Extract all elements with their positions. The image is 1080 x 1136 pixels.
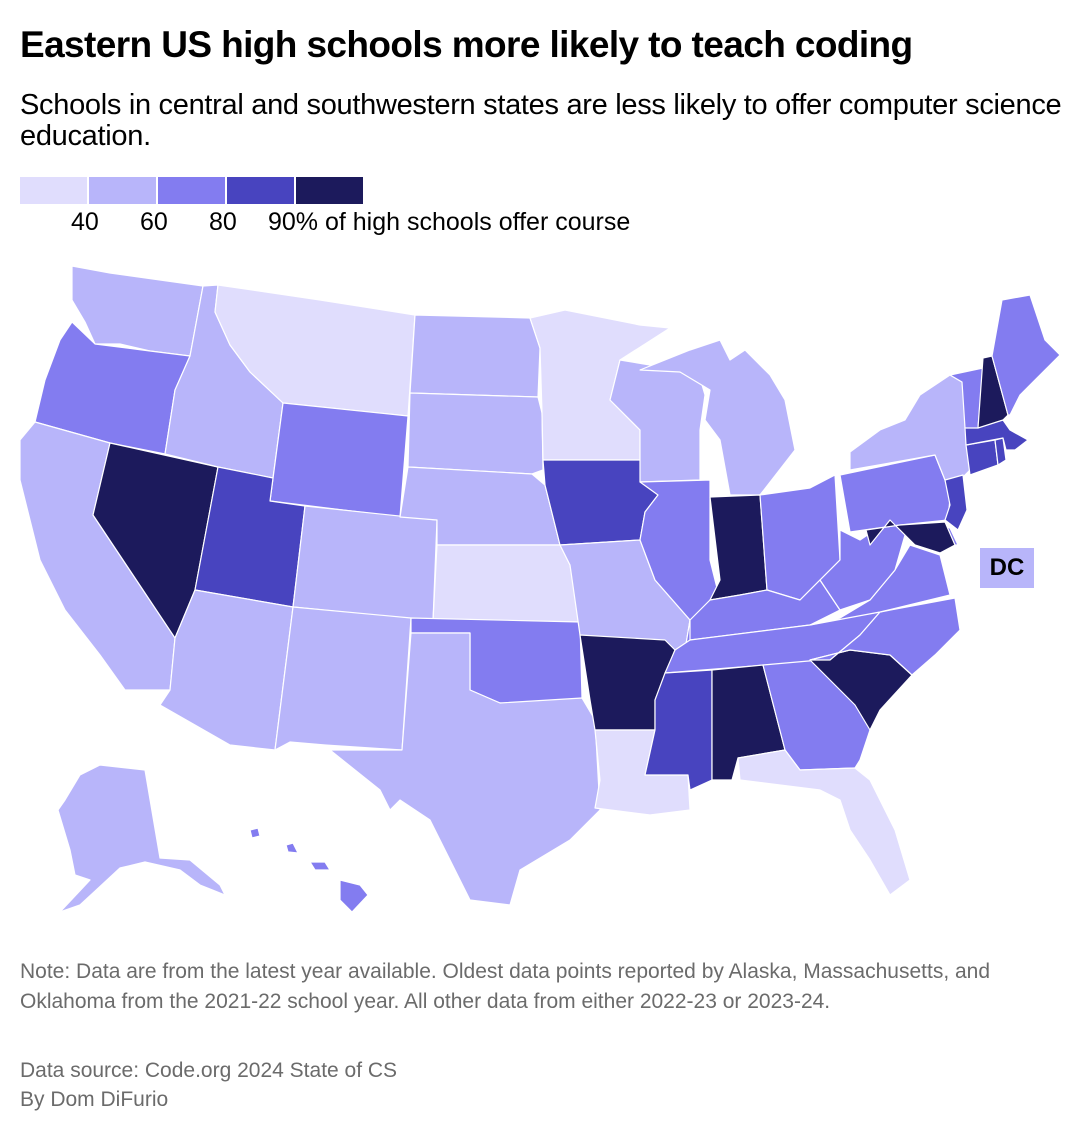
source-credits: Data source: Code.org 2024 State of CS B…	[20, 1056, 397, 1114]
legend-swatches	[20, 177, 363, 204]
legend-swatch-bin-4	[296, 177, 363, 204]
legend-tick-labels: 40 60 80 90% of high schools offer cours…	[20, 204, 630, 238]
state-NC[interactable]	[809, 597, 961, 676]
legend-swatch-bin-0	[20, 177, 87, 204]
us-choropleth-map	[19, 265, 1061, 913]
state-HI-oahu[interactable]	[285, 842, 299, 854]
legend-swatch-bin-1	[89, 177, 156, 204]
legend-tick-80: 80	[209, 208, 237, 236]
state-KS[interactable]	[432, 544, 581, 623]
state-HI-maui[interactable]	[309, 861, 331, 871]
state-HI[interactable]	[249, 827, 261, 839]
state-NM[interactable]	[274, 606, 412, 751]
chart-title: Eastern US high schools more likely to t…	[20, 24, 913, 65]
state-AK[interactable]	[57, 764, 226, 913]
byline: By Dom DiFurio	[20, 1088, 169, 1111]
state-IL[interactable]	[639, 479, 721, 651]
state-IN[interactable]	[709, 494, 768, 601]
legend-swatch-bin-3	[227, 177, 294, 204]
legend-tick-40: 40	[71, 208, 99, 236]
state-CO[interactable]	[292, 505, 438, 622]
state-ME[interactable]	[991, 294, 1061, 416]
state-WI[interactable]	[609, 359, 706, 483]
color-legend: 40 60 80 90% of high schools offer cours…	[20, 177, 630, 238]
state-TX[interactable]	[329, 632, 601, 906]
state-WA[interactable]	[71, 265, 204, 357]
state-VA[interactable]	[809, 544, 951, 626]
legend-tick-60: 60	[140, 208, 168, 236]
footnote: Note: Data are from the latest year avai…	[20, 960, 991, 1013]
state-NH[interactable]	[977, 355, 1009, 429]
state-WY[interactable]	[269, 402, 409, 518]
data-source: Data source: Code.org 2024 State of CS	[20, 1059, 398, 1082]
state-FL[interactable]	[737, 749, 911, 896]
legend-tick-90-title: 90% of high schools offer course	[268, 208, 631, 236]
dc-label-box[interactable]: DC	[980, 548, 1034, 588]
state-VT[interactable]	[949, 367, 984, 429]
state-ND[interactable]	[409, 314, 541, 398]
chart-subtitle: Schools in central and southwestern stat…	[20, 89, 1062, 152]
state-HI-big-island[interactable]	[339, 879, 369, 913]
dc-label: DC	[989, 554, 1025, 581]
state-CT[interactable]	[965, 439, 999, 476]
legend-swatch-bin-2	[158, 177, 225, 204]
state-NJ[interactable]	[944, 474, 968, 531]
state-SD[interactable]	[407, 392, 544, 475]
state-MI[interactable]	[639, 339, 796, 496]
state-MD[interactable]	[865, 519, 956, 554]
